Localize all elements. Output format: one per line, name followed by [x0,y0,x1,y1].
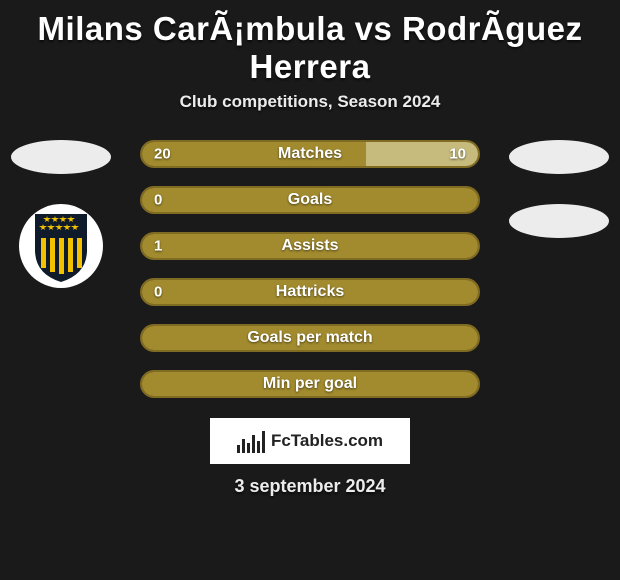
stat-bar: 20 10 Matches [140,140,480,168]
chart-bars-icon [237,429,265,453]
stat-value-left: 0 [154,192,162,209]
stat-label: Matches [278,145,342,163]
club-right-column [504,140,614,238]
stat-value-left: 0 [154,284,162,301]
stat-label: Assists [282,237,339,255]
stat-bar: 0 Hattricks [140,278,480,306]
date-text: 3 september 2024 [0,476,620,497]
player-left-placeholder [11,140,111,174]
stat-value-left: 1 [154,238,162,255]
page-subtitle: Club competitions, Season 2024 [0,92,620,112]
brand-text: FcTables.com [271,431,383,451]
brand-logo: FcTables.com [210,418,410,464]
stat-bar: 1 Assists [140,232,480,260]
stat-bars: 20 10 Matches 0 Goals 1 Assists 0 Hattricks Goals… [140,140,480,398]
stat-label: Hattricks [276,283,344,301]
comparison-chart: 20 10 Matches 0 Goals 1 Assists 0 Hattricks Goals… [0,140,620,398]
stat-bar: Min per goal [140,370,480,398]
stat-label: Min per goal [263,375,357,393]
club-left-crest-icon [19,204,103,288]
player-right-placeholder [509,140,609,174]
stat-value-right: 10 [449,146,466,163]
club-left-column [6,140,116,288]
stat-label: Goals per match [247,329,372,347]
stat-bar: Goals per match [140,324,480,352]
page-title: Milans CarÃ¡mbula vs RodrÃ­guez Herrera [0,0,620,92]
club-right-placeholder [509,204,609,238]
stat-value-left: 20 [154,146,171,163]
stat-label: Goals [288,191,332,209]
stat-bar: 0 Goals [140,186,480,214]
